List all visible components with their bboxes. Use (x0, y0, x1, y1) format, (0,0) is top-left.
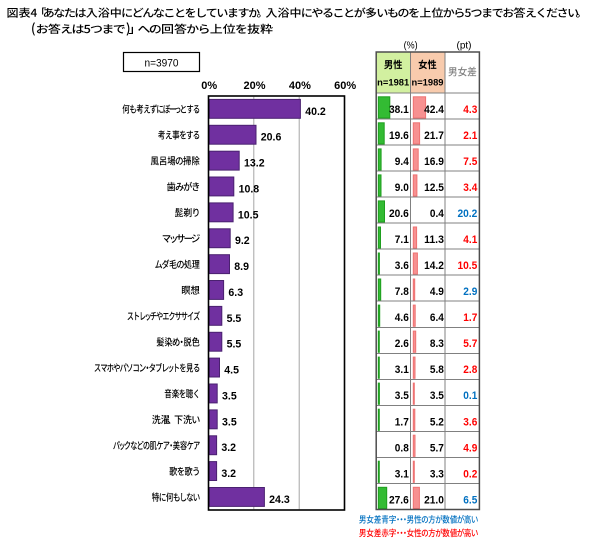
svg-text:38.1: 38.1 (389, 104, 409, 116)
svg-text:n=3970: n=3970 (145, 58, 179, 70)
svg-text:3.5: 3.5 (395, 390, 409, 402)
svg-text:8.3: 8.3 (430, 338, 444, 350)
svg-text:3.1: 3.1 (395, 468, 409, 480)
svg-text:3.5: 3.5 (222, 416, 237, 428)
svg-text:0%: 0% (201, 80, 217, 92)
svg-text:16.9: 16.9 (424, 156, 444, 168)
svg-text:(pt): (pt) (457, 41, 472, 52)
svg-text:4.6: 4.6 (395, 312, 409, 324)
svg-text:10.8: 10.8 (239, 183, 260, 195)
svg-text:12.5: 12.5 (424, 182, 444, 194)
svg-text:6.3: 6.3 (228, 287, 243, 299)
svg-text:20.2: 20.2 (458, 208, 478, 220)
svg-text:13.2: 13.2 (244, 158, 265, 170)
svg-text:0.4: 0.4 (430, 208, 445, 220)
svg-text:9.0: 9.0 (395, 182, 409, 194)
svg-text:3.5: 3.5 (430, 390, 444, 402)
svg-text:5.5: 5.5 (227, 313, 242, 325)
svg-text:5.7: 5.7 (430, 442, 444, 454)
svg-text:27.6: 27.6 (389, 494, 409, 506)
svg-text:n=1981: n=1981 (377, 78, 409, 88)
svg-text:5.2: 5.2 (430, 416, 444, 428)
svg-text:3.6: 3.6 (395, 260, 409, 272)
svg-text:3.3: 3.3 (430, 468, 444, 480)
svg-text:9.4: 9.4 (395, 156, 410, 168)
svg-text:20.6: 20.6 (389, 208, 409, 220)
svg-text:0.8: 0.8 (395, 442, 409, 454)
svg-text:5.8: 5.8 (430, 364, 444, 376)
svg-text:10.5: 10.5 (458, 260, 478, 272)
svg-text:4.1: 4.1 (463, 234, 477, 246)
svg-text:8.9: 8.9 (234, 261, 249, 273)
svg-text:4.3: 4.3 (463, 104, 477, 116)
svg-text:3.6: 3.6 (463, 416, 477, 428)
svg-text:20.6: 20.6 (261, 132, 282, 144)
svg-text:3.1: 3.1 (395, 364, 409, 376)
svg-text:5.7: 5.7 (463, 338, 477, 350)
svg-text:2.6: 2.6 (395, 338, 409, 350)
svg-text:10.5: 10.5 (238, 209, 259, 221)
svg-text:19.6: 19.6 (389, 130, 409, 142)
svg-text:4.9: 4.9 (430, 286, 444, 298)
svg-text:40%: 40% (289, 80, 311, 92)
svg-text:2.9: 2.9 (463, 286, 477, 298)
svg-text:40.2: 40.2 (305, 106, 326, 118)
svg-text:42.4: 42.4 (424, 104, 445, 116)
svg-text:4.5: 4.5 (224, 365, 239, 377)
svg-text:3.4: 3.4 (463, 182, 478, 194)
svg-text:7.5: 7.5 (463, 156, 477, 168)
svg-text:n=1989: n=1989 (412, 78, 444, 88)
svg-text:9.2: 9.2 (235, 235, 250, 247)
svg-text:1.7: 1.7 (463, 312, 477, 324)
svg-text:5.5: 5.5 (227, 339, 242, 351)
svg-text:11.3: 11.3 (424, 234, 444, 246)
svg-text:3.5: 3.5 (222, 390, 237, 402)
svg-text:6.4: 6.4 (430, 312, 445, 324)
svg-text:3.2: 3.2 (221, 442, 236, 454)
svg-text:14.2: 14.2 (424, 260, 444, 272)
svg-text:7.1: 7.1 (395, 234, 409, 246)
svg-text:7.8: 7.8 (395, 286, 409, 298)
svg-text:0.1: 0.1 (463, 390, 477, 402)
svg-text:21.0: 21.0 (424, 494, 444, 506)
svg-text:(%): (%) (404, 41, 418, 52)
svg-text:20%: 20% (244, 80, 266, 92)
svg-text:2.1: 2.1 (463, 130, 477, 142)
svg-text:4.9: 4.9 (463, 442, 477, 454)
svg-text:21.7: 21.7 (424, 130, 444, 142)
svg-text:2.8: 2.8 (463, 364, 477, 376)
svg-text:1.7: 1.7 (395, 416, 409, 428)
svg-text:60%: 60% (334, 80, 356, 92)
svg-text:24.3: 24.3 (269, 494, 290, 506)
svg-text:6.5: 6.5 (463, 494, 477, 506)
svg-text:3.2: 3.2 (221, 468, 236, 480)
svg-text:0.2: 0.2 (463, 468, 477, 480)
